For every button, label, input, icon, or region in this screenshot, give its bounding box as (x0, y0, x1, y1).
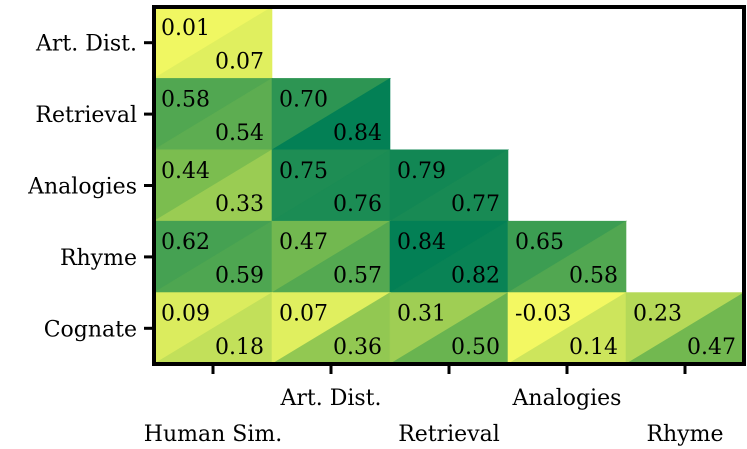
cell-label-lower-r1-c1: 0.84 (333, 121, 382, 146)
cell-label-upper-r0-c0: 0.01 (161, 16, 210, 41)
cell-label-lower-r3-c3: 0.58 (569, 264, 618, 289)
cell-label-upper-r3-c2: 0.84 (397, 230, 446, 255)
cell-label-upper-r4-c0: 0.09 (161, 302, 210, 327)
cell-label-lower-r4-c2: 0.50 (451, 335, 500, 360)
cell-label-upper-r3-c0: 0.62 (161, 230, 210, 255)
heatmap-cells (152, 6, 746, 365)
y-tick-label-4: Cognate (44, 317, 137, 342)
x-tick-label-3: Analogies (512, 386, 622, 411)
cell-label-upper-r4-c4: 0.23 (633, 302, 682, 327)
cell-label-lower-r1-c0: 0.54 (215, 121, 264, 146)
cell-label-lower-r2-c0: 0.33 (215, 192, 264, 217)
cell-label-lower-r0-c0: 0.07 (215, 49, 264, 74)
cell-label-lower-r3-c0: 0.59 (215, 264, 264, 289)
cell-label-lower-r3-c1: 0.57 (333, 264, 382, 289)
cell-label-upper-r1-c1: 0.70 (279, 87, 328, 112)
y-tick-label-1: Retrieval (35, 103, 137, 128)
y-axis: Art. Dist. Retrieval Analogies Rhyme Cognate (27, 32, 152, 342)
cell-label-upper-r1-c0: 0.58 (161, 87, 210, 112)
cell-label-lower-r4-c1: 0.36 (333, 335, 382, 360)
cell-label-lower-r4-c3: 0.14 (569, 335, 618, 360)
heatmap-cell-labels: 0.010.070.580.540.700.840.440.330.750.76… (161, 16, 736, 360)
y-tick-label-0: Art. Dist. (35, 32, 137, 57)
cell-label-upper-r3-c1: 0.47 (279, 230, 328, 255)
x-tick-label-1: Art. Dist. (279, 386, 381, 411)
x-axis: Human Sim. Art. Dist. Retrieval Analogies Rh… (144, 366, 724, 447)
plot-frame (152, 5, 746, 366)
cell-label-upper-r4-c1: 0.07 (279, 302, 328, 327)
cell-label-upper-r2-c1: 0.75 (279, 159, 328, 184)
cell-label-upper-r3-c3: 0.65 (515, 230, 564, 255)
cell-label-lower-r3-c2: 0.82 (451, 264, 500, 289)
cell-label-upper-r2-c2: 0.79 (397, 159, 446, 184)
y-tick-label-3: Rhyme (60, 246, 137, 271)
cell-label-upper-r2-c0: 0.44 (161, 159, 210, 184)
x-tick-label-0: Human Sim. (144, 422, 282, 447)
x-tick-label-4: Rhyme (646, 422, 723, 447)
cell-label-lower-r2-c2: 0.77 (451, 192, 500, 217)
y-tick-label-2: Analogies (27, 175, 137, 200)
cell-label-lower-r4-c4: 0.47 (687, 335, 736, 360)
cell-label-upper-r4-c3: -0.03 (515, 302, 571, 327)
cell-label-lower-r4-c0: 0.18 (215, 335, 264, 360)
cell-label-lower-r2-c1: 0.76 (333, 192, 382, 217)
cell-label-upper-r4-c2: 0.31 (397, 302, 446, 327)
x-tick-label-2: Retrieval (398, 422, 500, 447)
